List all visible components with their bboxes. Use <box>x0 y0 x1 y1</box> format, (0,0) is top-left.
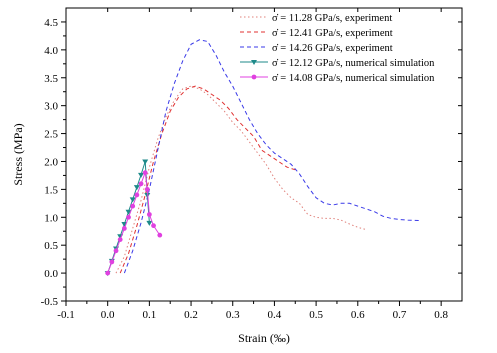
legend-label-2: σ̇ = 12.41 GPa/s, experiment <box>272 28 393 39</box>
data-point-marker <box>109 259 115 265</box>
x-tick-label: 0.4 <box>268 309 282 321</box>
y-tick-label: 1.5 <box>44 184 58 196</box>
x-tick-label: 0.1 <box>142 309 156 321</box>
data-point-marker <box>117 237 123 243</box>
y-tick-label: 0.5 <box>44 240 58 252</box>
series-5 <box>105 170 163 276</box>
series-3 <box>123 39 421 274</box>
series-2 <box>119 85 296 274</box>
y-tick-label: 2.0 <box>44 156 58 168</box>
data-point-marker <box>157 232 163 238</box>
data-point-marker <box>129 197 136 203</box>
x-tick-label: 0.6 <box>351 309 365 321</box>
data-point-marker <box>142 170 148 176</box>
data-point-marker <box>121 226 127 231</box>
x-axis-title: Strain (‰) <box>238 331 290 345</box>
x-tick-label: 0.3 <box>226 309 240 321</box>
x-tick-label: 0.8 <box>434 309 448 321</box>
data-point-marker <box>251 74 257 80</box>
series-line <box>107 172 161 274</box>
data-point-marker <box>138 172 145 178</box>
legend: σ̇ = 11.28 GPa/s, experiment σ̇ = 12.41 G… <box>240 13 435 84</box>
legend-label-3: σ̇ = 14.26 GPa/s, experiment <box>272 43 393 54</box>
series-line <box>115 85 367 274</box>
series-line <box>123 39 421 274</box>
y-tick-label: 0.0 <box>44 268 58 280</box>
data-point-marker <box>126 214 131 220</box>
data-point-marker <box>146 220 153 226</box>
data-point-marker <box>144 186 150 192</box>
plot-frame <box>65 7 463 302</box>
plot-area <box>104 39 421 277</box>
legend-label-5: σ̇ = 14.08 GPa/s, numerical simulation <box>272 73 435 84</box>
data-point-marker <box>151 223 156 229</box>
y-tick-label: 4.0 <box>44 45 58 57</box>
series-line <box>119 85 296 274</box>
y-axis-title: Stress (MPa) <box>11 123 25 185</box>
legend-label-4: σ̇ = 12.12 GPa/s, numerical simulation <box>272 58 435 69</box>
data-point-marker <box>130 203 136 209</box>
y-tick-label: 3.0 <box>44 101 58 113</box>
data-point-marker <box>134 192 140 198</box>
series-1 <box>115 85 367 274</box>
data-point-marker <box>105 270 111 276</box>
x-tick-label: -0.1 <box>57 309 74 321</box>
data-point-marker <box>125 209 132 215</box>
y-tick-label: 4.5 <box>44 17 58 29</box>
data-point-marker <box>251 60 257 65</box>
data-point-marker <box>133 185 140 191</box>
x-tick-label: 0.7 <box>393 309 407 321</box>
x-tick-label: 0.2 <box>184 309 198 321</box>
data-point-marker <box>138 181 144 187</box>
y-tick-label: 1.0 <box>44 212 58 224</box>
y-tick-label: 3.5 <box>44 73 58 85</box>
data-point-marker <box>146 212 152 217</box>
x-tick-label: 0.0 <box>101 309 115 321</box>
y-tick-label: -0.5 <box>41 296 59 308</box>
y-tick-label: 2.5 <box>44 129 58 141</box>
legend-label-1: σ̇ = 11.28 GPa/s, experiment <box>272 13 392 24</box>
data-point-marker <box>144 192 151 198</box>
axes: -0.1 0.0 0.1 0.2 0.3 0.4 0.5 0.6 0.7 0.8 -0.5 0.0 0.… <box>41 7 463 321</box>
x-tick-label: 0.5 <box>309 309 323 321</box>
data-point-marker <box>142 159 149 165</box>
data-point-marker <box>113 248 119 254</box>
